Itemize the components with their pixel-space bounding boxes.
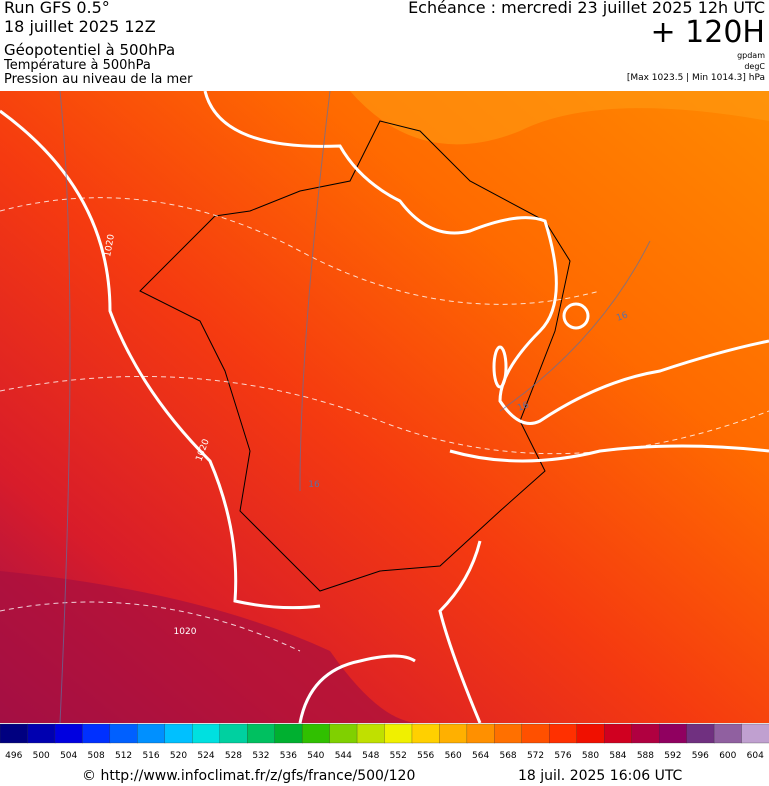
colorbar-label: 496 — [5, 751, 22, 761]
colorbar-swatch — [713, 723, 743, 744]
contour-label: 16 — [615, 310, 629, 323]
colorbar-label: 520 — [170, 751, 187, 761]
run-date: 18 juillet 2025 12Z — [4, 17, 156, 36]
warm-area — [350, 91, 769, 145]
colorbar-label: 596 — [692, 751, 709, 761]
colorbar-label: 540 — [307, 751, 324, 761]
colorbar-label: 600 — [719, 751, 736, 761]
colorbar-label: 588 — [637, 751, 654, 761]
colorbar-label: 564 — [472, 751, 489, 761]
colorbar-swatch — [658, 723, 688, 744]
colorbar-swatch — [356, 723, 386, 744]
isobar — [298, 540, 482, 723]
colorbar-swatch — [54, 723, 84, 744]
generated-time: 18 juil. 2025 16:06 UTC — [518, 768, 683, 784]
colorbar-swatch — [741, 723, 769, 744]
colorbar-swatch — [274, 723, 303, 744]
contour-label: 16 — [308, 480, 320, 490]
colorbar-swatch — [521, 723, 550, 744]
colorbar-swatch — [27, 723, 56, 744]
colorbar-swatch — [631, 723, 660, 744]
colorbar-label: 508 — [88, 751, 105, 761]
colorbar-label: 532 — [252, 751, 269, 761]
contour-label: 1020 — [103, 233, 117, 258]
colorbar-swatch — [329, 723, 358, 744]
colorbar-swatch — [494, 723, 523, 744]
colorbar: 496 500 504 508 512 516 520 524 528 532 536 540 544 5… — [0, 723, 769, 761]
colorbar-swatch — [466, 723, 496, 744]
colorbar-swatch — [192, 723, 221, 744]
contour-label: 16 — [516, 400, 530, 413]
isobar — [203, 91, 769, 425]
field: Géopotentiel à 500hPa — [4, 41, 176, 59]
colorbar-swatch — [439, 723, 468, 744]
colorbar-label: 548 — [362, 751, 379, 761]
france-outline — [139, 120, 571, 592]
colorbar-label: 572 — [527, 751, 544, 761]
source-url: © http://www.infoclimat.fr/z/gfs/france/… — [82, 768, 416, 784]
colorbar-label: 512 — [115, 751, 132, 761]
echeance: Echéance : mercredi 23 juillet 2025 12h … — [408, 0, 765, 17]
colorbar-label: 536 — [280, 751, 297, 761]
isobar — [562, 302, 590, 330]
colorbar-label: 576 — [554, 751, 571, 761]
lead-time: + 120H — [650, 15, 766, 50]
field: Température à 500hPa — [4, 58, 151, 73]
unit: gpdam — [737, 51, 765, 60]
colorbar-label: 504 — [60, 751, 77, 761]
contour-label: 1020 — [174, 627, 197, 637]
colorbar-label: 500 — [33, 751, 50, 761]
geopotential — [59, 91, 651, 723]
colorbar-swatch — [604, 723, 633, 744]
colorbar-label: 544 — [335, 751, 352, 761]
isobar — [492, 345, 508, 389]
colorbar-swatch — [0, 723, 29, 744]
colorbar-swatch — [219, 723, 248, 744]
colorbar-label: 516 — [142, 751, 159, 761]
field: Pression au niveau de la mer — [4, 72, 193, 87]
colorbar-swatch — [411, 723, 441, 744]
colorbar-label: 560 — [445, 751, 462, 761]
colorbar-label: 568 — [499, 751, 516, 761]
isotherm — [0, 197, 769, 652]
colorbar-label: 604 — [747, 751, 764, 761]
colorbar-label: 524 — [197, 751, 214, 761]
unit: degC — [744, 62, 765, 71]
colorbar-swatch — [82, 723, 111, 744]
isobar — [0, 109, 321, 610]
colorbar-label: 580 — [582, 751, 599, 761]
isobar — [449, 444, 769, 463]
colorbar-swatch — [686, 723, 715, 744]
colorbar-label: 584 — [609, 751, 626, 761]
colorbar-label: 592 — [664, 751, 681, 761]
colorbar-label: 552 — [390, 751, 407, 761]
colorbar-swatch — [137, 723, 166, 744]
colorbar-label: 556 — [417, 751, 434, 761]
range: [Max 1023.5 | Min 1014.3] hPa — [626, 73, 765, 83]
colorbar-swatch — [384, 723, 413, 744]
colorbar-swatch — [576, 723, 605, 744]
run: Run GFS 0.5° — [4, 0, 110, 17]
colorbar-swatch — [301, 723, 331, 744]
colorbar-swatch — [549, 723, 578, 744]
colorbar-swatch — [164, 723, 193, 744]
colorbar-label: 528 — [225, 751, 242, 761]
colorbar-swatch — [247, 723, 276, 744]
colorbar-swatch — [109, 723, 138, 744]
